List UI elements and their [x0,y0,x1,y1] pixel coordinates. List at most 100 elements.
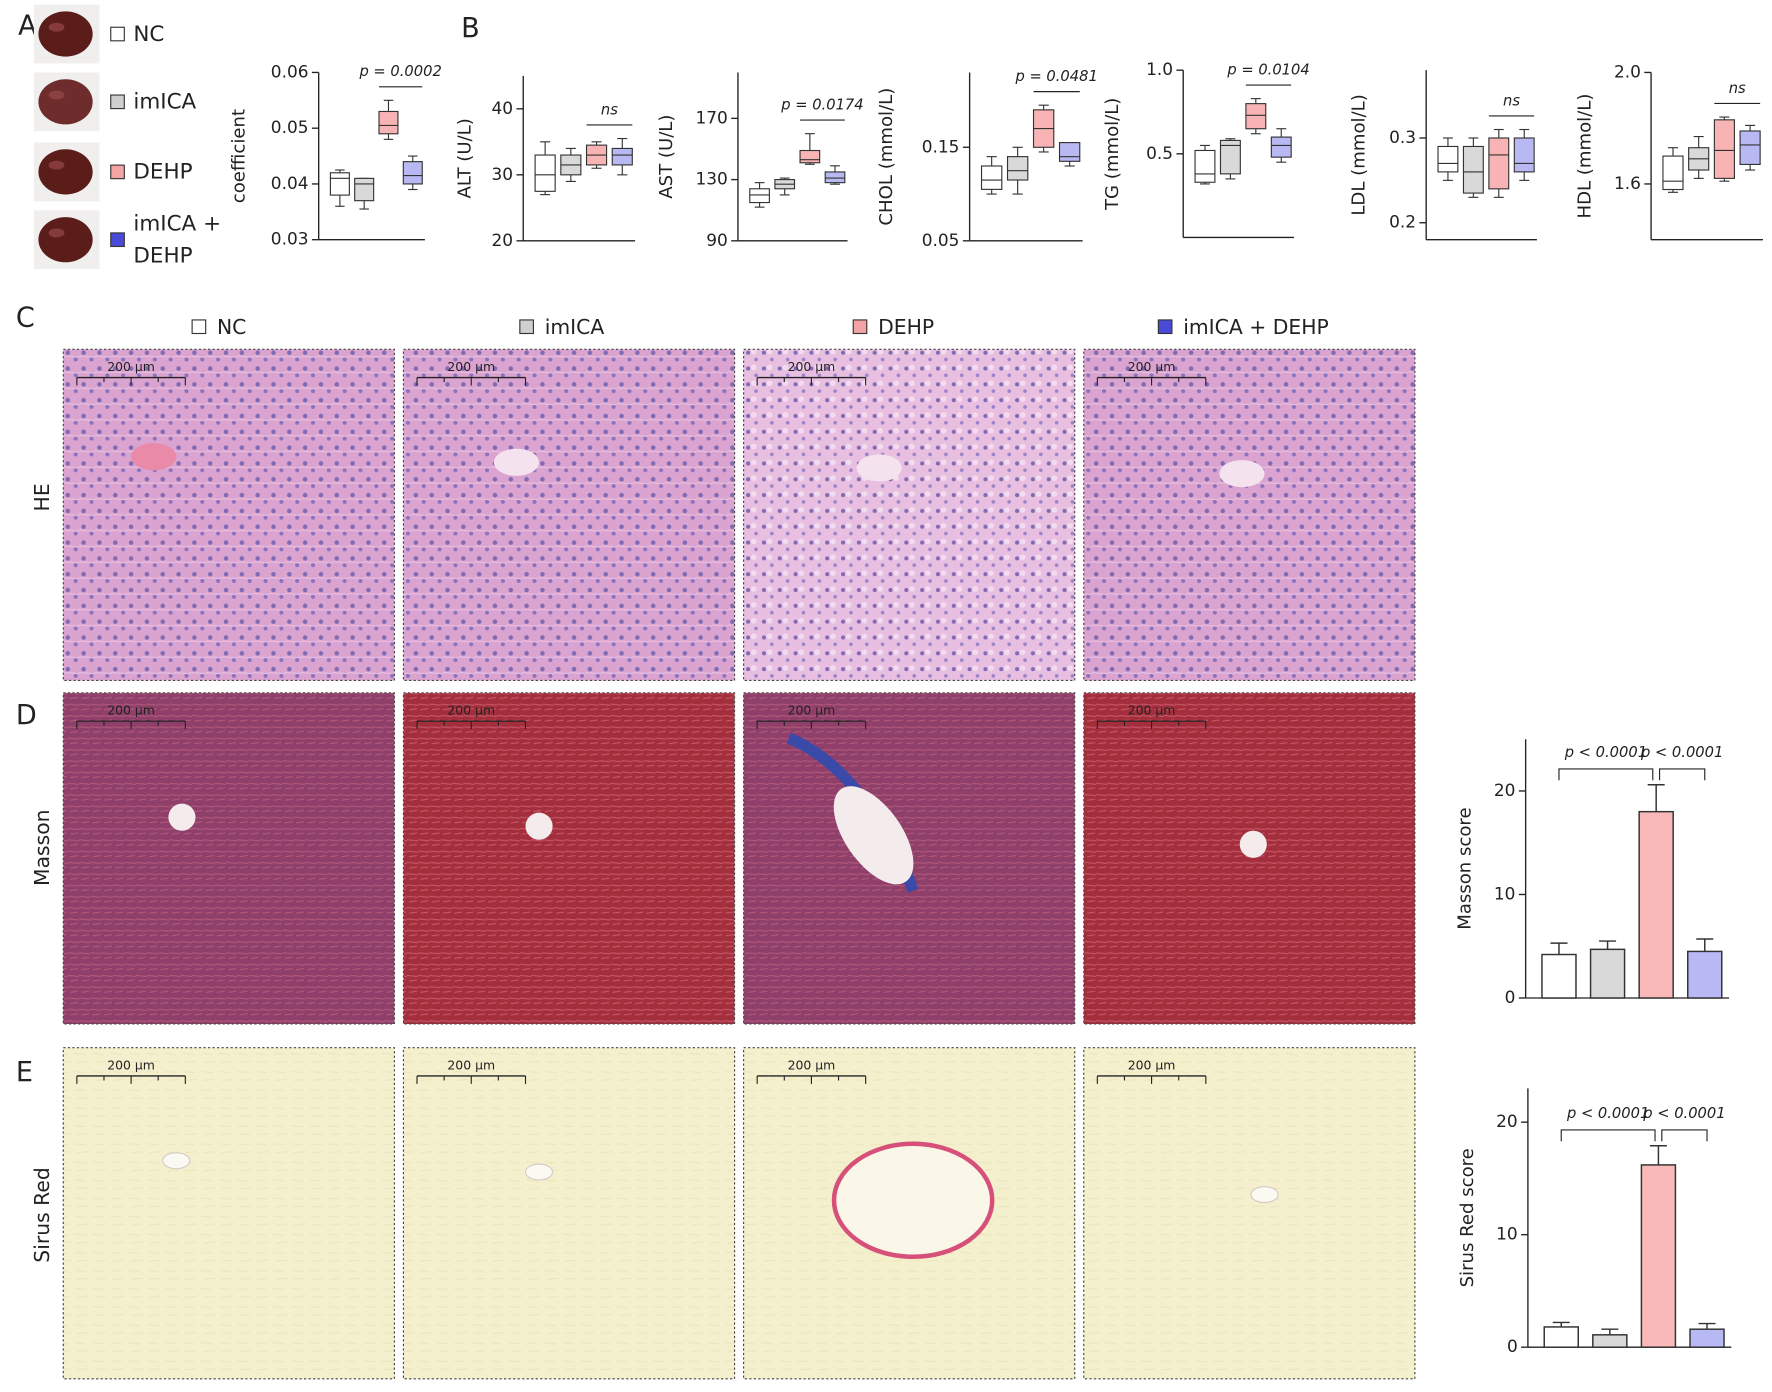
liver-photo [38,11,93,57]
legend-swatch [110,164,125,180]
box [824,171,846,184]
box [378,110,399,135]
significance-label: p = 0.0104 [1226,61,1309,78]
vessel [162,1152,191,1170]
y-tick-label: 40 [492,98,514,118]
y-axis-label: TG (mmol/L) [1102,98,1123,211]
y-tick-label: 0.2 [1389,212,1416,232]
y-tick-label: 0.03 [271,229,309,249]
box [534,154,556,192]
y-tick-label: 1.6 [1614,173,1641,193]
y-tick-label: 1.0 [1146,59,1173,79]
significance-label: p = 0.0481 [1014,68,1097,85]
legend-item: imICA [133,89,197,115]
panel-label: B [461,13,480,44]
scale-bar-label: 200 µm [1128,359,1176,374]
box [1739,130,1761,165]
row-label: Masson [30,809,54,885]
vessel [856,454,902,482]
micrograph [743,348,1076,682]
significance-bracket [1560,1129,1656,1142]
legend-swatch [110,232,125,248]
row-label: Sirus Red [30,1167,54,1262]
vessel [1239,830,1267,858]
scale-bar-label: 200 µm [447,1057,495,1072]
liver-photo [38,149,93,195]
significance-label: ns [1729,80,1746,97]
micrograph [1083,1047,1416,1380]
legend-label: NC [133,21,165,47]
vessel [525,812,553,840]
box [1194,149,1216,183]
vessel [524,1163,554,1181]
liver-highlight [48,90,65,100]
significance-label: p = 0.0002 [358,63,441,80]
legend-label: NC [217,315,246,339]
y-tick-label: 0 [1507,1336,1518,1356]
legend-swatch [852,319,868,335]
y-tick-label: 0.5 [1146,143,1173,163]
bar [1541,953,1577,999]
y-tick-label: 0.05 [271,117,309,137]
vessel [493,448,540,476]
legend-swatch [191,319,207,335]
legend-item: NC [133,21,165,47]
scale-bar-label: 200 µm [788,1057,836,1072]
bar [1640,1164,1677,1348]
significance-label: ns [601,101,618,118]
box [611,147,633,166]
scale-bar-label: 200 µm [107,702,155,717]
vessel [131,443,177,471]
micrograph [62,692,395,1025]
y-axis-label: Masson score [1455,807,1476,929]
y-tick-label: 10 [1496,1224,1518,1244]
y-tick-label: 20 [1494,780,1516,800]
vessel [1250,1186,1279,1204]
y-tick-label: 0.06 [271,61,309,81]
liver-photo [38,217,93,263]
box [354,177,375,202]
panel-label: D [16,700,37,731]
y-axis-label: CHOL (mmol/L) [876,88,897,226]
legend-label: imICA [133,89,197,115]
y-tick-label: 0.05 [922,230,960,250]
legend-swatch [1157,319,1173,335]
micrograph [1083,348,1416,682]
legend-label: imICA + DEHP [133,211,222,268]
box [1513,137,1535,173]
box [329,172,350,196]
y-axis-label: ALT (U/L) [455,118,476,198]
significance-label: p < 0.0001 [1566,1105,1649,1122]
y-tick-label: 90 [706,230,728,250]
legend-swatch [519,319,534,335]
box [1270,136,1292,158]
scale-bar-label: 200 µm [788,359,836,374]
significance-bracket [1558,768,1654,781]
y-tick-label: 20 [1496,1111,1518,1131]
significance-bracket [1661,1129,1708,1142]
panel-label: A [18,11,37,42]
vessel [168,803,196,831]
panel-label: C [16,302,35,333]
scale-bar-label: 200 µm [447,359,495,374]
bar [1638,810,1674,999]
scale-bar-label: 200 µm [1128,702,1176,717]
significance-label: p < 0.0001 [1640,744,1723,761]
y-tick-label: 10 [1494,883,1516,903]
micrograph [62,348,395,682]
y-axis-label: Sirus Red score [1457,1148,1478,1287]
box [980,165,1003,190]
legend-label: DEHP [878,315,934,339]
box [1437,145,1459,173]
bar [1589,948,1626,999]
liver-photo [38,79,93,125]
scale-bar-label: 200 µm [1128,1057,1176,1072]
micrograph [402,1047,736,1380]
legend-item: imICA + DEHP [133,211,222,268]
box [1006,156,1029,181]
y-tick-label: 20 [492,230,514,250]
y-tick-label: 0 [1505,987,1516,1007]
box [1662,155,1684,191]
